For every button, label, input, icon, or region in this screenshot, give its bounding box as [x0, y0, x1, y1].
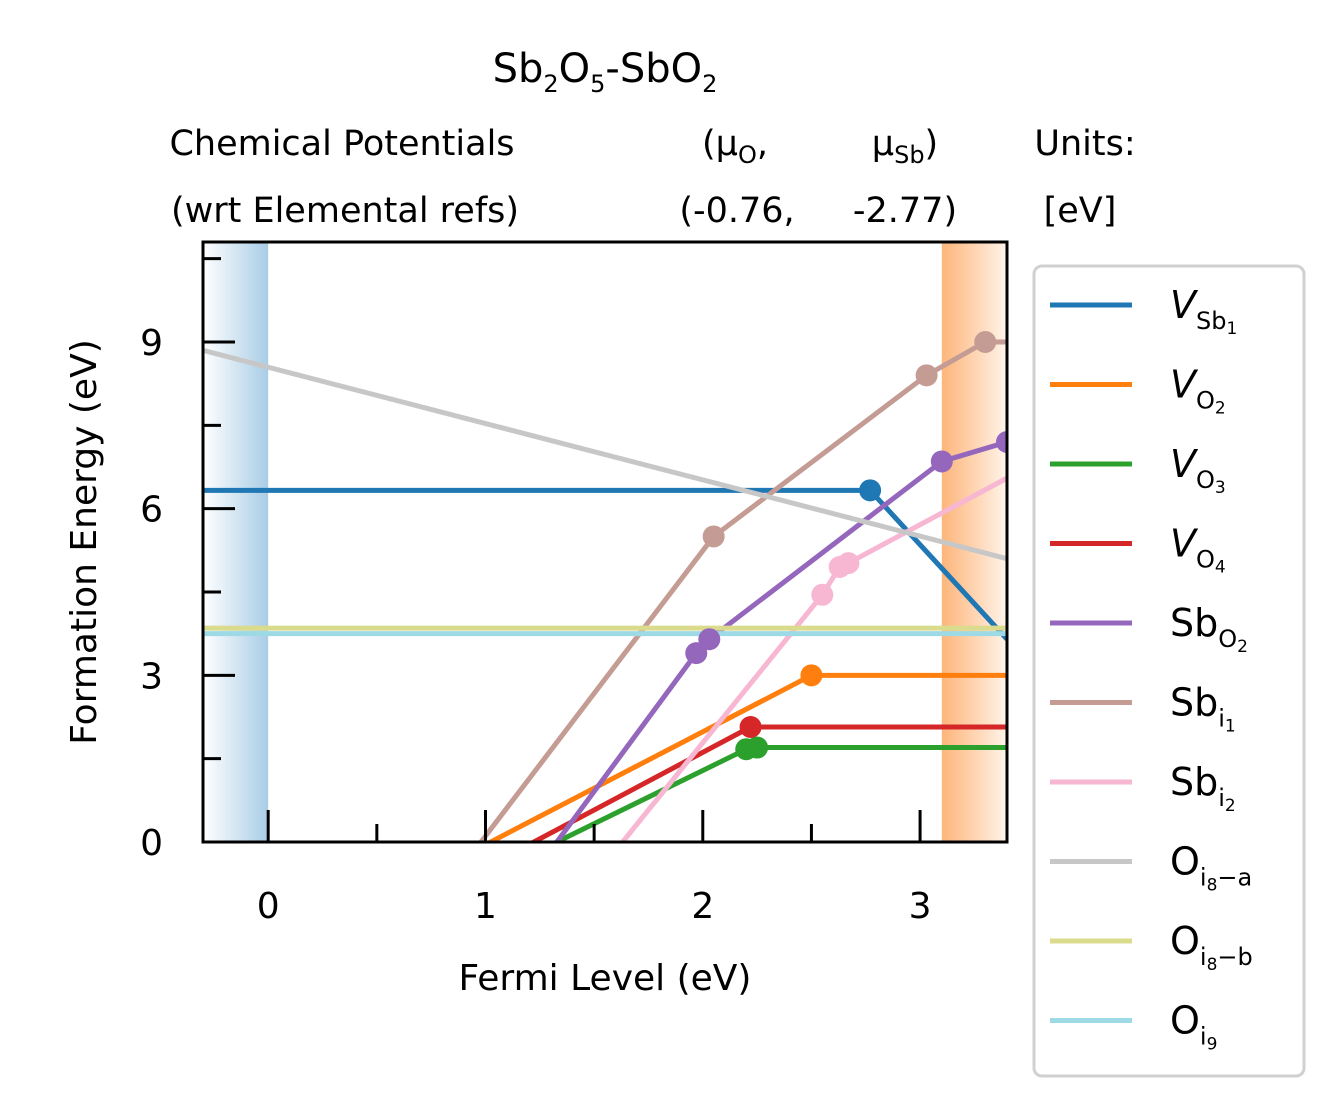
series-marker-0-0 — [859, 479, 882, 502]
plot-frame — [201, 240, 1009, 844]
series-line-7 — [203, 347, 1007, 562]
header-mu-o-label: (μO, — [702, 124, 768, 169]
series-marker-4-2 — [930, 450, 953, 473]
header-chem-pot-line1: Chemical Potentials — [169, 124, 514, 164]
series-marker-5-0 — [702, 525, 725, 548]
x-ticks: 0 1 2 3 — [257, 810, 932, 927]
legend-label-5: Sbi1 — [1170, 681, 1236, 737]
y-tick-label: 3 — [140, 656, 163, 697]
series-line-0 — [203, 487, 1007, 641]
x-tick-label: 2 — [691, 886, 714, 927]
y-tick-label: 6 — [140, 490, 163, 531]
chart-title: Sb2O5-SbO2 — [493, 46, 718, 98]
series-marker-5-2 — [974, 331, 997, 353]
legend: VSb1 VO2 VO3 VO4 SbO2 Sbi1 Sbi2 Oi8−a Oi8−b Oi9 — [1032, 264, 1306, 1078]
series-marker-2-1 — [746, 736, 769, 759]
series-marker-4-0 — [685, 642, 708, 665]
header-mu-sb-label: μSb) — [872, 124, 938, 169]
series-marker-4-1 — [698, 628, 721, 651]
header-units-value: [eV] — [1044, 191, 1117, 231]
legend-label-9: Oi9 — [1170, 999, 1217, 1055]
legend-label-3: VO4 — [1170, 522, 1226, 578]
series-line-1 — [485, 672, 1007, 842]
header-mu-o-value: (-0.76, — [679, 191, 794, 231]
header-mu-sb-value: -2.77) — [853, 191, 957, 231]
series-line-5 — [477, 339, 1007, 842]
x-axis-label: Fermi Level (eV) — [459, 958, 752, 999]
legend-label-1: VO2 — [1170, 363, 1226, 419]
series-marker-3-0 — [739, 716, 762, 738]
series-marker-6-0 — [811, 583, 834, 606]
series-marker-6-2 — [837, 552, 860, 575]
series-marker-4-3 — [996, 431, 1007, 453]
plot-content — [203, 242, 1007, 842]
legend-label-0: VSb1 — [1170, 283, 1237, 339]
series-marker-5-1 — [915, 364, 938, 387]
plot-area — [203, 242, 1007, 842]
legend-label-7: Oi8−a — [1170, 840, 1252, 896]
legend-label-4: SbO2 — [1170, 601, 1248, 657]
series-marker-1-0 — [800, 664, 823, 687]
header-chem-pot-line2: (wrt Elemental refs) — [171, 191, 519, 231]
x-tick-label: 3 — [909, 886, 932, 927]
y-axis-label: Formation Energy (eV) — [64, 339, 105, 745]
legend-label-8: Oi8−b — [1170, 919, 1253, 975]
x-tick-label: 1 — [474, 886, 497, 927]
legend-box — [1032, 264, 1306, 1078]
x-tick-label: 0 — [257, 886, 280, 927]
vbm-shading — [203, 242, 269, 842]
legend-label-2: VO3 — [1170, 442, 1226, 498]
legend-label-6: Sbi2 — [1170, 760, 1236, 816]
y-tick-label: 9 — [140, 323, 163, 364]
header-units-label: Units: — [1034, 124, 1135, 164]
y-tick-label: 0 — [140, 823, 163, 864]
